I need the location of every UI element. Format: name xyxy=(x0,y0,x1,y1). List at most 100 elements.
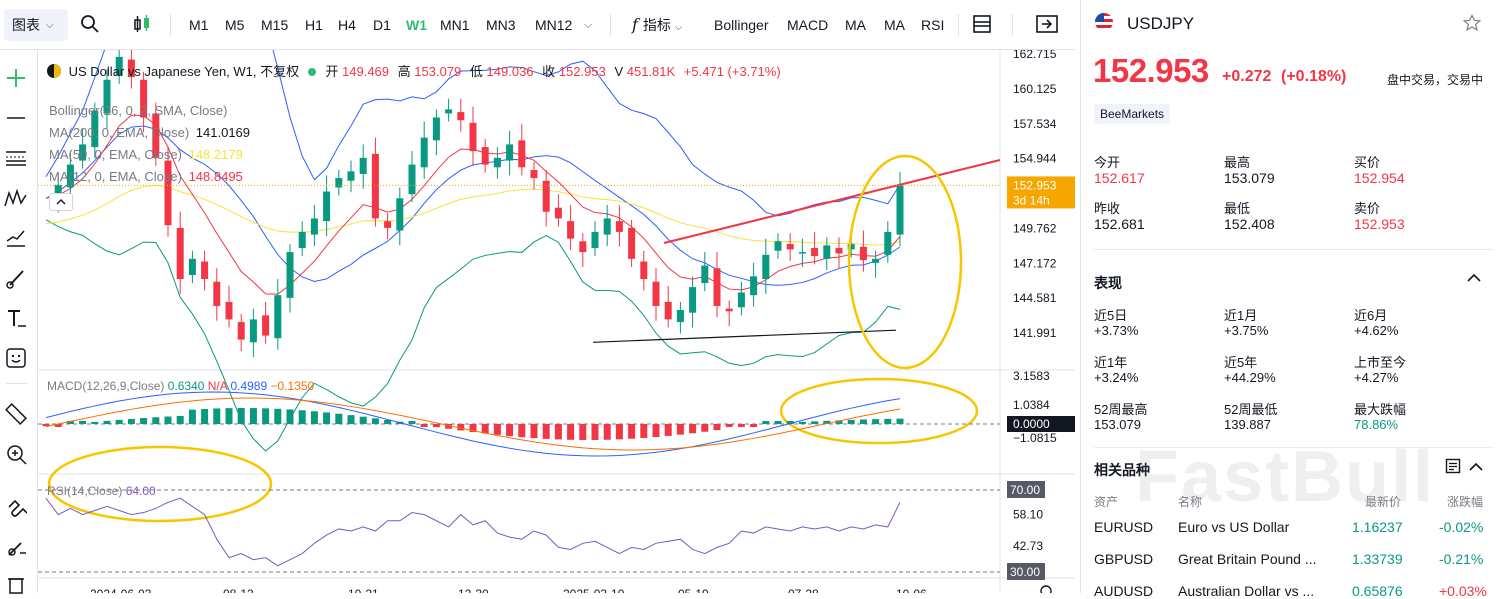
star-icon[interactable] xyxy=(1462,13,1482,37)
collapse-legend-button[interactable] xyxy=(49,193,73,211)
emoji-icon[interactable] xyxy=(4,346,28,370)
zoom-in-icon[interactable] xyxy=(4,442,28,466)
candle-body[interactable] xyxy=(823,245,831,259)
interval-M5[interactable]: M5 xyxy=(225,17,245,33)
candle-body[interactable] xyxy=(335,178,343,188)
interval-D1[interactable]: D1 xyxy=(373,17,391,33)
candle-body[interactable] xyxy=(103,79,111,114)
candle-body[interactable] xyxy=(530,169,538,179)
interval-H4[interactable]: H4 xyxy=(338,17,356,33)
candle-body[interactable] xyxy=(188,258,196,275)
fullscreen-icon[interactable] xyxy=(1036,14,1058,39)
candle-body[interactable] xyxy=(652,281,660,306)
candle-body[interactable] xyxy=(262,315,270,336)
candle-body[interactable] xyxy=(445,109,453,114)
performance-collapse-icon[interactable] xyxy=(1466,271,1482,289)
candle-body[interactable] xyxy=(554,207,562,219)
candle-body[interactable] xyxy=(896,185,904,235)
candle-style-icon[interactable] xyxy=(132,14,152,39)
text-tool-icon[interactable] xyxy=(4,306,28,330)
candle-body[interactable] xyxy=(542,180,550,212)
candle-body[interactable] xyxy=(884,231,892,255)
candle-body[interactable] xyxy=(579,241,587,253)
layout-icon[interactable] xyxy=(972,14,992,39)
candle-body[interactable] xyxy=(249,319,257,343)
interval-M15[interactable]: M15 xyxy=(261,17,289,33)
candle-body[interactable] xyxy=(237,322,245,340)
candle-body[interactable] xyxy=(591,231,599,249)
ma50-legend[interactable]: MA(50, 0, EMA, Close) 148.2179 xyxy=(49,146,243,164)
price-chart[interactable]: 162.715 160.125 157.534 154.944 149.762 147.1… xyxy=(38,0,1075,599)
candle-body[interactable] xyxy=(457,112,465,121)
candle-body[interactable] xyxy=(774,241,782,251)
interval-W1[interactable]: W1 xyxy=(406,17,427,33)
candle-body[interactable] xyxy=(54,184,62,201)
candle-body[interactable] xyxy=(359,157,367,175)
interval-MN12[interactable]: MN12 xyxy=(535,17,573,33)
candle-body[interactable] xyxy=(140,79,148,118)
related-name[interactable]: Australian Dollar vs ... xyxy=(1178,583,1315,599)
candle-body[interactable] xyxy=(201,261,209,280)
chart-settings-icon[interactable] xyxy=(1040,585,1052,597)
candle-body[interactable] xyxy=(286,252,294,298)
candle-body[interactable] xyxy=(725,308,733,312)
candle-body[interactable] xyxy=(713,268,721,306)
trendline-drawing[interactable] xyxy=(663,159,1001,244)
search-icon[interactable] xyxy=(80,14,100,39)
candle-body[interactable] xyxy=(737,292,745,308)
ruler-icon[interactable] xyxy=(4,402,28,426)
candle-body[interactable] xyxy=(152,113,160,158)
candle-body[interactable] xyxy=(164,160,172,226)
brush-icon[interactable] xyxy=(4,266,28,290)
candle-body[interactable] xyxy=(432,117,440,141)
indicator-macd-button[interactable]: MACD xyxy=(787,17,829,33)
candle-body[interactable] xyxy=(384,221,392,228)
candle-body[interactable] xyxy=(323,191,331,222)
candle-body[interactable] xyxy=(664,301,672,320)
candle-body[interactable] xyxy=(66,164,74,188)
candle-body[interactable] xyxy=(274,295,282,339)
candle-body[interactable] xyxy=(176,227,184,280)
related-symbol[interactable]: EURUSD xyxy=(1094,519,1154,535)
annotation-ellipse[interactable] xyxy=(779,377,979,445)
crosshair-icon[interactable] xyxy=(4,66,28,90)
lock-draw-icon[interactable] xyxy=(4,536,28,560)
candle-body[interactable] xyxy=(91,110,99,148)
annotation-ellipse[interactable] xyxy=(847,154,963,370)
candle-body[interactable] xyxy=(567,221,575,239)
related-list-icon[interactable] xyxy=(1445,458,1461,479)
annotation-ellipse[interactable] xyxy=(47,445,273,523)
candle-body[interactable] xyxy=(689,287,697,313)
related-symbol[interactable]: AUDUSD xyxy=(1094,583,1154,599)
chart-type-select[interactable]: 图表 ⌵ xyxy=(4,9,68,41)
related-collapse-icon[interactable] xyxy=(1468,460,1484,478)
candle-body[interactable] xyxy=(469,122,477,152)
candle-body[interactable] xyxy=(872,258,880,263)
candle-body[interactable] xyxy=(847,244,855,250)
candle-body[interactable] xyxy=(481,147,489,165)
related-name[interactable]: Great Britain Pound ... xyxy=(1178,551,1317,567)
candle-body[interactable] xyxy=(750,276,758,296)
indicator-bollinger-button[interactable]: Bollinger xyxy=(714,17,769,33)
candle-body[interactable] xyxy=(127,59,135,78)
ma200-legend[interactable]: MA(200, 0, EMA, Close) 141.0169 xyxy=(49,124,250,142)
interval-M1[interactable]: M1 xyxy=(189,17,209,33)
candle-body[interactable] xyxy=(225,301,233,320)
candle-body[interactable] xyxy=(396,198,404,231)
candle-body[interactable] xyxy=(79,144,87,161)
interval-MN3[interactable]: MN3 xyxy=(486,17,516,33)
candle-body[interactable] xyxy=(762,254,770,280)
indicators-button[interactable]: f 指标 ⌵ xyxy=(632,15,683,38)
channel-icon[interactable] xyxy=(4,146,28,170)
candle-body[interactable] xyxy=(615,221,623,232)
candle-body[interactable] xyxy=(347,171,355,181)
candle-body[interactable] xyxy=(701,265,709,284)
interval-H1[interactable]: H1 xyxy=(305,17,323,33)
trend-tool-icon[interactable] xyxy=(4,226,28,250)
trash-icon[interactable] xyxy=(4,572,28,596)
candle-body[interactable] xyxy=(859,246,867,261)
candle-body[interactable] xyxy=(798,252,806,254)
interval-MN1[interactable]: MN1 xyxy=(440,17,470,33)
candle-body[interactable] xyxy=(628,227,636,259)
candle-body[interactable] xyxy=(518,140,526,168)
